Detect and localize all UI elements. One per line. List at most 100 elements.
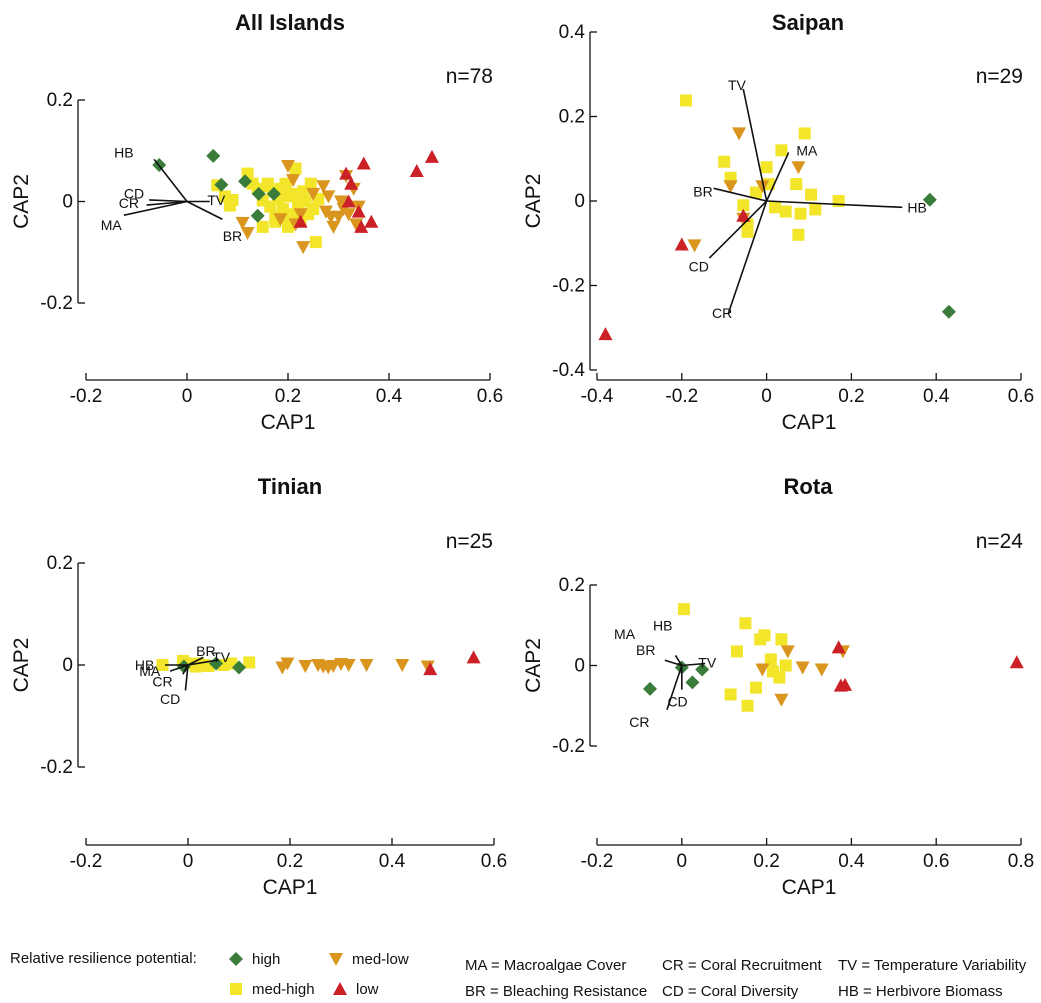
legend-label-med-low: med-low (352, 951, 409, 968)
y-tick-label: -0.2 (552, 736, 585, 757)
x-tick-label: 0 (677, 851, 688, 872)
data-point-med-low (755, 180, 770, 194)
data-point-med-low (281, 159, 295, 173)
vector-hb (153, 158, 188, 202)
data-point-med-high (809, 203, 822, 216)
x-tick-label: 0.2 (277, 851, 303, 872)
data-point-med-high (794, 207, 807, 220)
data-point-med-low (687, 239, 702, 253)
x-tick-label: 0.4 (838, 851, 865, 872)
data-point-med-low (235, 216, 250, 230)
data-point-med-low (286, 174, 301, 188)
data-point-high (266, 186, 281, 201)
vector-label-br: BR (693, 183, 712, 199)
vector-label-tv: TV (212, 649, 231, 665)
y-axis-title: CAP2 (522, 174, 545, 229)
data-point-med-high (741, 699, 754, 712)
data-point-med-high (677, 603, 690, 616)
data-point-med-low (306, 187, 321, 201)
data-point-low (674, 237, 689, 251)
data-point-med-low (723, 180, 738, 194)
data-point-med-low (293, 208, 308, 222)
data-point-med-low (774, 693, 789, 707)
sample-size-label: n=78 (446, 65, 493, 88)
data-point-med-high (243, 656, 256, 669)
legend-abbrev-br: BR = Bleaching Resistance (465, 983, 647, 1000)
vector-label-hb: HB (653, 617, 672, 633)
x-tick-label: 0 (182, 386, 193, 407)
data-point-med-high (279, 177, 292, 190)
legend-marker-low (333, 982, 347, 995)
y-axis-title: CAP2 (522, 638, 545, 693)
vector-cd (184, 664, 189, 691)
x-tick-label: -0.2 (70, 851, 103, 872)
data-point-med-high (718, 155, 731, 168)
data-point-med-low (814, 663, 829, 677)
data-point-med-low (791, 161, 806, 175)
data-point-med-low (280, 657, 295, 671)
vector-br (187, 656, 204, 666)
data-point-med-high (226, 193, 239, 206)
data-point-med-high (737, 199, 750, 212)
x-tick-label: 0.6 (481, 851, 507, 872)
vector-tv (187, 659, 219, 666)
data-point-med-low (795, 661, 810, 675)
data-point-low (424, 149, 439, 163)
x-tick-label: 0.6 (1008, 386, 1034, 407)
data-point-low (339, 166, 354, 180)
vector-br (713, 187, 767, 202)
vector-tv (742, 88, 768, 202)
vector-label-tv: TV (728, 77, 747, 93)
data-point-low (423, 662, 438, 676)
y-tick-label: 0.4 (559, 22, 586, 43)
data-point-high (209, 656, 224, 671)
y-tick-label: 0.2 (47, 90, 73, 111)
data-point-high (643, 681, 657, 696)
x-tick-label: 0.4 (923, 386, 950, 407)
x-tick-label: -0.4 (581, 386, 614, 407)
data-point-high (251, 186, 266, 201)
x-tick-label: 0.2 (753, 851, 779, 872)
data-point-med-low (240, 226, 255, 240)
data-point-med-high (773, 671, 786, 684)
data-point-high (922, 192, 937, 207)
data-point-med-low (732, 127, 747, 141)
data-point-med-high (730, 645, 743, 658)
y-axis-title: CAP2 (10, 638, 33, 693)
data-point-med-low (341, 659, 356, 672)
legend-title: Relative resilience potential: (10, 950, 197, 967)
vector-label-cd: CD (160, 691, 180, 707)
data-point-high (695, 662, 710, 677)
vector-ma (765, 152, 790, 202)
data-point-med-low (296, 241, 311, 255)
y-tick-label: -0.2 (552, 276, 585, 297)
x-tick-label: 0.8 (1008, 851, 1034, 872)
legend-abbrev-hb: HB = Herbivore Biomass (838, 983, 1003, 1000)
x-tick-label: 0 (183, 851, 194, 872)
data-point-med-high (307, 203, 320, 216)
vector-label-ma: MA (614, 626, 636, 642)
data-point-low (1009, 655, 1024, 669)
data-point-med-high (758, 629, 771, 642)
data-point-med-low (349, 218, 364, 232)
y-tick-label: -0.2 (40, 757, 73, 778)
y-tick-label: -0.4 (552, 360, 585, 381)
data-point-med-low (298, 660, 313, 674)
data-point-low (351, 204, 366, 218)
sample-size-label: n=29 (976, 65, 1023, 88)
vector-hb (674, 655, 683, 666)
vector-cr (666, 665, 683, 711)
sample-size-label: n=24 (976, 530, 1024, 553)
data-point-med-high (769, 201, 782, 214)
y-axis-title: CAP2 (10, 174, 33, 229)
legend-abbrev-ma: MA = Macroalgae Cover (465, 957, 626, 974)
data-point-high (214, 177, 229, 192)
vector-cr (727, 200, 768, 314)
x-tick-label: 0.4 (376, 386, 403, 407)
y-tick-label: 0 (574, 656, 585, 677)
x-tick-label: 0.6 (477, 386, 503, 407)
data-point-med-low (780, 645, 795, 659)
panel-title: Saipan (772, 10, 844, 35)
data-point-med-low (273, 213, 288, 227)
vector-label-hb: HB (135, 657, 154, 673)
